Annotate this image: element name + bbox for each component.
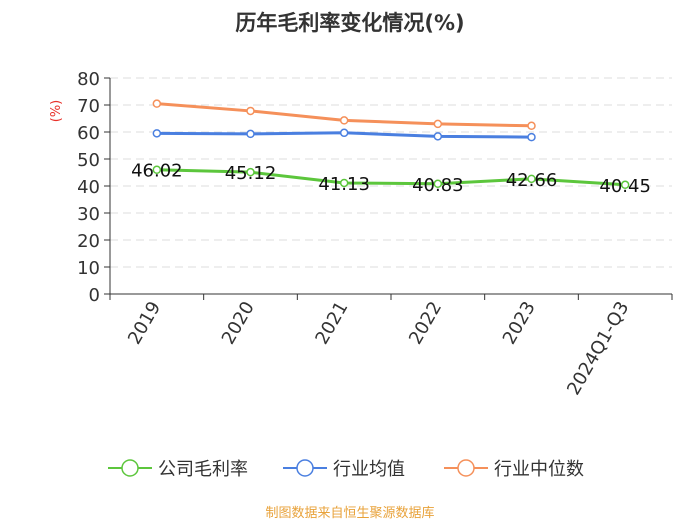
x-tick-label: 2023 [499,298,540,348]
series-line [156,168,626,187]
legend-marker [296,459,314,477]
legend-label: 行业均值 [333,459,405,480]
legend: 公司毛利率 行业均值 行业中位数 [108,459,584,480]
data-label: 42.66 [506,170,558,191]
data-point [152,99,162,108]
data-label: 40.83 [412,175,464,196]
data-point [527,121,536,131]
legend-marker [121,459,139,477]
data-label: 40.45 [599,176,651,197]
y-tick-label: 0 [89,285,100,306]
y-tick-label: 70 [77,96,100,117]
legend-label: 行业中位数 [494,459,584,480]
data-point [527,174,536,184]
data-label: 45.12 [225,163,277,184]
y-tick-label: 40 [77,177,100,198]
source-note: 制图数据来自恒生聚源数据库 [265,505,434,521]
x-tick-label: 2021 [311,298,352,348]
y-axis-label: (%) [49,100,64,123]
y-tick-label: 20 [77,231,100,252]
series-1 [152,128,536,142]
x-tick-label: 2024Q1-Q3 [563,298,633,399]
y-tick-label: 50 [77,150,100,171]
data-point [246,129,255,139]
y-tick-label: 30 [77,204,100,225]
x-tick-label: 2019 [124,298,165,348]
data-point [620,180,630,190]
grid [110,77,672,268]
data-label: 41.13 [318,174,370,195]
x-tick-label: 2022 [405,298,446,348]
series-layer: 46.02 45.12 41.13 40.83 42.66 40.45 [131,99,651,197]
data-point [246,106,255,116]
legend-label: 公司毛利率 [158,459,248,480]
data-point [152,165,162,174]
x-tick-label: 2020 [218,298,259,348]
data-point [339,116,349,125]
y-tick-label: 80 [77,69,100,90]
y-tick-label: 10 [77,258,100,279]
data-point [152,129,162,138]
legend-item: 公司毛利率 [108,459,248,480]
data-point [339,128,349,138]
y-axis: 0 10 20 30 40 50 60 70 80 [77,69,111,306]
legend-marker [457,459,475,477]
data-point [527,132,536,142]
y-tick-label: 60 [77,123,100,144]
series-0: 46.02 45.12 41.13 40.83 42.66 40.45 [131,161,651,197]
data-label: 46.02 [131,161,183,182]
data-point [433,132,443,141]
series-2 [152,99,536,131]
legend-item: 行业均值 [283,459,405,480]
legend-item: 行业中位数 [444,459,584,480]
data-point [246,167,255,177]
data-point [433,119,443,129]
x-axis: 2019 2020 2021 2022 2023 2024Q1-Q3 [109,293,673,399]
data-point [339,178,349,188]
data-point [433,179,443,189]
chart-title: 历年毛利率变化情况(%) [235,11,464,35]
